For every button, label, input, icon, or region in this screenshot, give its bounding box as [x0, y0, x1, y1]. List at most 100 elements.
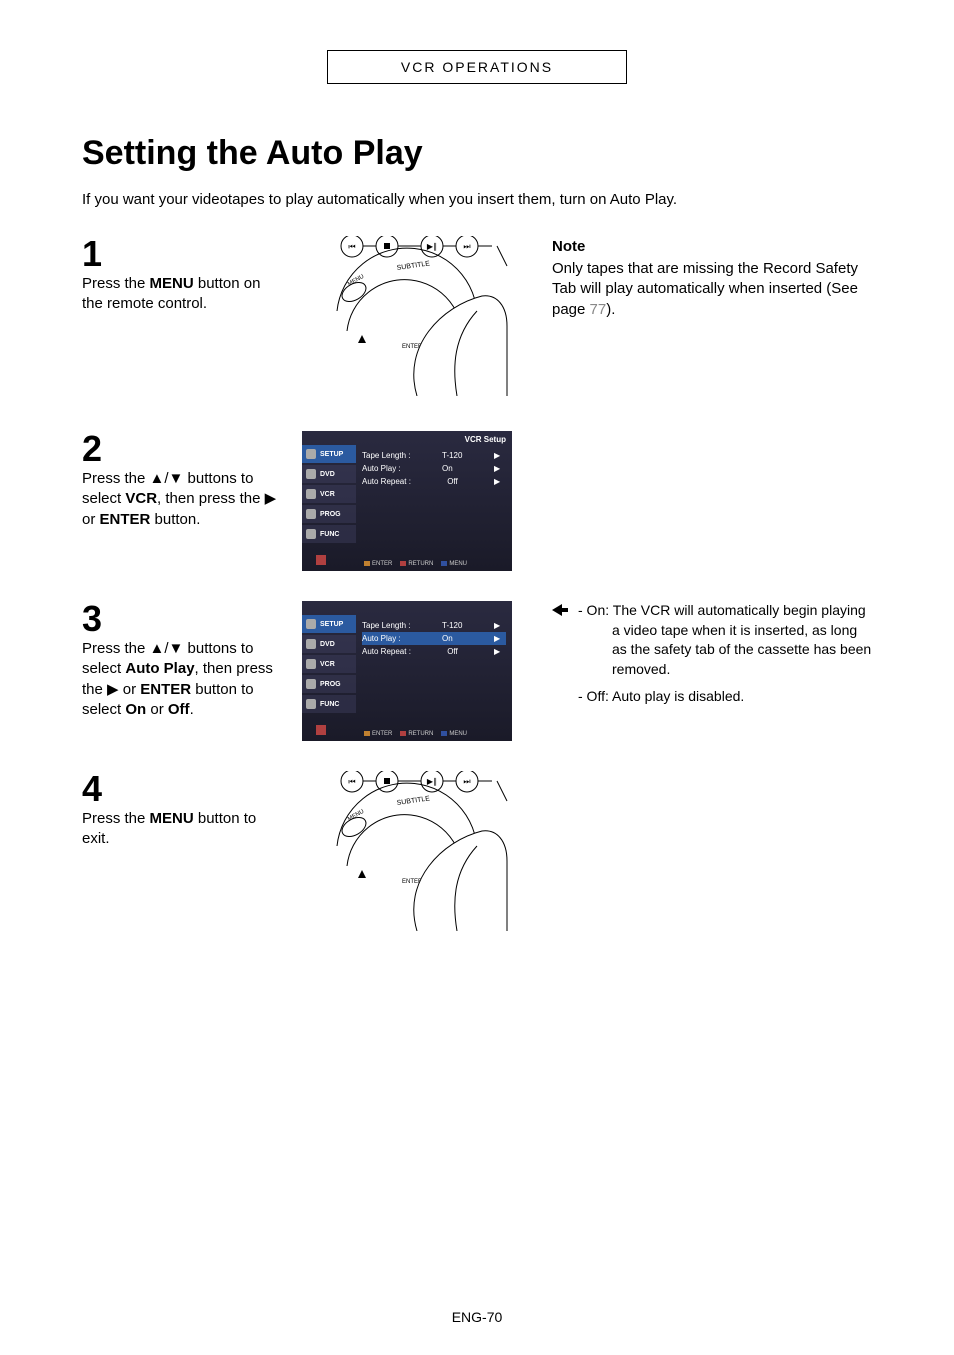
- sidebar-label-2b: VCR: [320, 661, 335, 668]
- chevron-right-icon: ▶: [494, 464, 500, 473]
- menu-row-2b: Auto Repeat :Off▶: [362, 645, 506, 658]
- step-4-text: Press the MENU button to exit.: [82, 809, 282, 850]
- chevron-right-icon: ▶: [494, 451, 500, 460]
- screen-body-2: Tape Length :T-120▶ Auto Play : On ▶ Auto …: [362, 619, 506, 658]
- sidebar-setup: SETUP: [302, 445, 356, 463]
- step-1-image: ⏮ ▶∥ ⏭ SUBTITLE MENU ENTER: [302, 236, 532, 401]
- row-label-2b: Auto Repeat :: [362, 647, 411, 656]
- clock-icon: [306, 679, 316, 689]
- row-value-1: On: [442, 464, 453, 473]
- footer-menu-2: MENU: [441, 731, 467, 737]
- screen-title: VCR Setup: [465, 435, 506, 444]
- on-note: - On: The VCR will automatically begin p…: [552, 601, 872, 679]
- sidebar-label-0b: SETUP: [320, 621, 343, 628]
- menu-row-0b: Tape Length :T-120▶: [362, 619, 506, 632]
- svg-text:⏭: ⏭: [463, 242, 470, 251]
- svg-text:SUBTITLE: SUBTITLE: [396, 795, 430, 807]
- off-note: - Off: Auto play is disabled.: [552, 687, 872, 707]
- row-value-2b: Off: [447, 647, 458, 656]
- sidebar-prog: PROG: [302, 505, 356, 523]
- screen-sidebar-2: SETUP DVD VCR PROG FUNC: [302, 615, 356, 715]
- sidebar-dvd: DVD: [302, 465, 356, 483]
- step-2-text-e: button.: [150, 511, 200, 528]
- on-text: The VCR will automatically begin playing…: [612, 602, 871, 677]
- func-icon: [306, 529, 316, 539]
- row-label-1b: Auto Play :: [362, 634, 401, 643]
- step-3-text-b: Auto Play: [125, 660, 194, 677]
- sidebar-extra-icon: [316, 555, 326, 565]
- row-label-2: Auto Repeat :: [362, 477, 411, 486]
- svg-text:▶∥: ▶∥: [427, 242, 437, 251]
- section-header-box: VCR OPERATIONS: [327, 50, 627, 84]
- note-block: Note Only tapes that are missing the Rec…: [552, 236, 872, 320]
- step-4-number: 4: [82, 771, 282, 807]
- gear-icon: [306, 449, 316, 459]
- footer-return-2: RETURN: [400, 731, 433, 737]
- footer-return: RETURN: [400, 561, 433, 567]
- sidebar-setup-2: SETUP: [302, 615, 356, 633]
- remote-illustration-2: ⏮ ▶∥ ⏭ SUBTITLE MENU ENTER: [302, 771, 512, 931]
- chevron-right-icon: ▶: [494, 477, 500, 486]
- sidebar-label-3b: PROG: [320, 681, 341, 688]
- svg-text:⏮: ⏮: [348, 777, 355, 786]
- sidebar-label-2: VCR: [320, 491, 335, 498]
- note-body-b: ).: [606, 301, 615, 318]
- svg-text:⏭: ⏭: [463, 777, 470, 786]
- step-1-text-a: Press the: [82, 275, 150, 292]
- step-3-text-d: ENTER: [140, 681, 191, 698]
- pointer-left-icon: [552, 604, 568, 616]
- screen-footer: ENTER RETURN MENU: [364, 561, 506, 567]
- step-1-text: Press the MENU button on the remote cont…: [82, 274, 282, 315]
- row-label-0: Tape Length :: [362, 451, 410, 460]
- sidebar-label-1b: DVD: [320, 641, 335, 648]
- step-4-text-b: MENU: [150, 810, 194, 827]
- menu-row-0: Tape Length : T-120 ▶: [362, 449, 506, 462]
- sidebar-label-4: FUNC: [320, 531, 339, 538]
- sidebar-prog-2: PROG: [302, 675, 356, 693]
- sidebar-extra-icon-2: [316, 725, 326, 735]
- spacer: [552, 679, 872, 687]
- gear-icon: [306, 619, 316, 629]
- sidebar-label-4b: FUNC: [320, 701, 339, 708]
- page-number: ENG-70: [0, 1309, 954, 1325]
- row-value-1b: On: [442, 634, 453, 643]
- svg-text:▶∥: ▶∥: [427, 777, 437, 786]
- menu-row-1: Auto Play : On ▶: [362, 462, 506, 475]
- footer-enter-2: ENTER: [364, 731, 392, 737]
- func-icon: [306, 699, 316, 709]
- off-label: - Off:: [578, 688, 609, 704]
- step-2-text-block: 2 Press the ▲/▼ buttons to select VCR, t…: [82, 431, 282, 530]
- step-3-image: SETUP DVD VCR PROG FUNC Tape Length :T-1…: [302, 601, 532, 741]
- step-1-row: 1 Press the MENU button on the remote co…: [82, 236, 872, 401]
- on-label: - On:: [578, 602, 609, 618]
- step-2-number: 2: [82, 431, 282, 467]
- row-value-2: Off: [447, 477, 458, 486]
- screen-footer-2: ENTER RETURN MENU: [364, 731, 506, 737]
- step-1-text-block: 1 Press the MENU button on the remote co…: [82, 236, 282, 315]
- sidebar-vcr: VCR: [302, 485, 356, 503]
- clock-icon: [306, 509, 316, 519]
- auto-play-notes: - On: The VCR will automatically begin p…: [552, 601, 872, 707]
- step-3-text-f: On: [125, 701, 146, 718]
- step-2-row: 2 Press the ▲/▼ buttons to select VCR, t…: [82, 431, 872, 571]
- off-text: Auto play is disabled.: [612, 688, 744, 704]
- step-4-text-a: Press the: [82, 810, 150, 827]
- menu-row-1b: Auto Play :On▶: [362, 632, 506, 645]
- step-3-text-block: 3 Press the ▲/▼ buttons to select Auto P…: [82, 601, 282, 720]
- off-line: - Off: Auto play is disabled.: [612, 687, 872, 707]
- step-3-number: 3: [82, 601, 282, 637]
- chevron-right-icon: ▶: [494, 621, 500, 630]
- header-text-left: VCR O: [401, 59, 455, 75]
- step-2-text-b: VCR: [125, 490, 157, 507]
- step-3-row: 3 Press the ▲/▼ buttons to select Auto P…: [82, 601, 872, 741]
- row-label-0b: Tape Length :: [362, 621, 410, 630]
- row-value-0: T-120: [442, 451, 462, 460]
- note-heading: Note: [552, 236, 872, 257]
- vcr-setup-screen-1: VCR Setup SETUP DVD VCR PROG FUNC Tape L…: [302, 431, 512, 571]
- step-1-number: 1: [82, 236, 282, 272]
- tape-icon: [306, 489, 316, 499]
- step-3-text-g: or: [146, 701, 168, 718]
- row-label-1: Auto Play :: [362, 464, 401, 473]
- sidebar-label-3: PROG: [320, 511, 341, 518]
- intro-text: If you want your videotapes to play auto…: [82, 191, 872, 208]
